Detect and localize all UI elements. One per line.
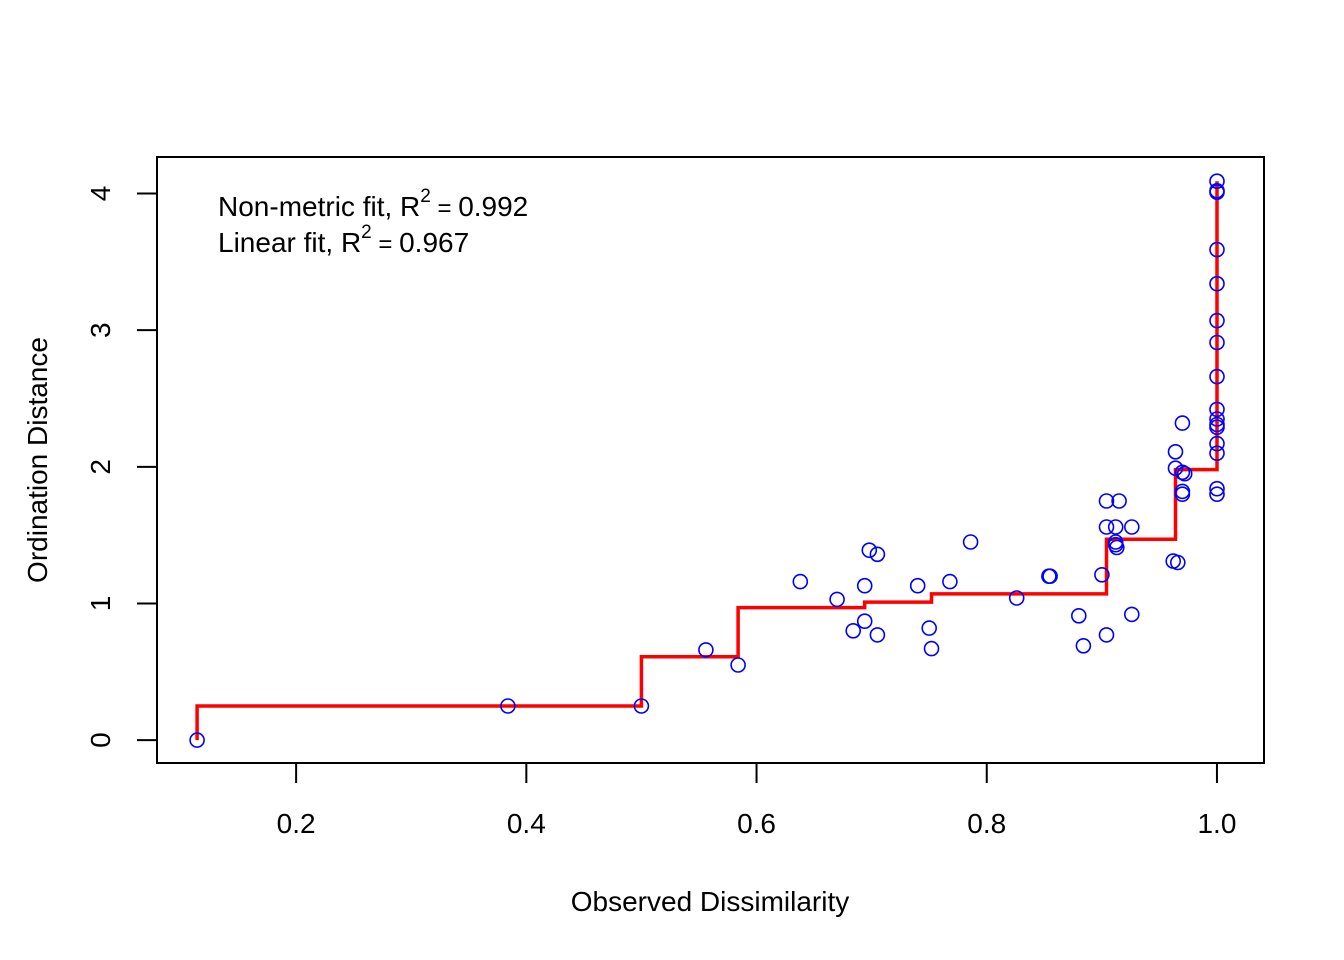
- linear-fit-prefix: Linear fit, R: [218, 227, 361, 258]
- data-point: [698, 642, 714, 658]
- data-point: [1209, 173, 1225, 189]
- data-point: [1209, 241, 1225, 258]
- data-point: [1174, 486, 1191, 503]
- linear-fit-sup: 2: [361, 222, 372, 243]
- data-point: [845, 622, 862, 639]
- data-point: [1209, 334, 1225, 351]
- data-point: [1124, 519, 1140, 535]
- data-point: [856, 577, 873, 594]
- data-point: [1124, 606, 1140, 623]
- data-point: [1042, 568, 1058, 585]
- points-layer: [189, 173, 1225, 748]
- data-point: [829, 591, 845, 608]
- data-point: [1209, 411, 1225, 427]
- nonmetric-fit-prefix: Non-metric fit, R: [218, 191, 420, 222]
- data-point: [1176, 465, 1193, 482]
- x-tick-label: 0.6: [737, 808, 776, 839]
- data-point: [792, 573, 809, 590]
- data-point: [1209, 184, 1225, 200]
- nonmetric-fit-value: 0.992: [458, 191, 528, 222]
- data-point: [1209, 435, 1225, 452]
- data-point: [1098, 519, 1115, 535]
- data-point: [861, 542, 878, 559]
- data-point: [962, 534, 979, 550]
- y-tick-label: 3: [85, 322, 116, 338]
- y-tick-label: 4: [85, 186, 116, 202]
- data-point: [869, 546, 886, 563]
- step-line-layer: [195, 181, 1219, 741]
- data-point: [1209, 445, 1225, 462]
- data-point: [1209, 368, 1225, 385]
- data-point: [500, 698, 516, 714]
- data-point: [189, 732, 205, 748]
- data-point: [921, 620, 938, 636]
- data-point: [1170, 554, 1186, 571]
- data-point: [1041, 568, 1057, 585]
- data-point: [1209, 486, 1225, 503]
- x-tick-label: 0.2: [277, 808, 316, 839]
- nonmetric-fit-annotation: Non-metric fit, R2 = 0.992: [218, 186, 528, 222]
- data-point: [856, 613, 873, 630]
- nonmetric-fit-sup: 2: [420, 186, 431, 207]
- data-point: [1209, 419, 1225, 436]
- data-point: [1167, 443, 1184, 460]
- data-point: [1209, 480, 1225, 497]
- data-point: [633, 698, 650, 714]
- linear-fit-eq: =: [372, 231, 399, 258]
- x-axis: 0.2 0.4 0.6 0.8 1.0: [277, 762, 1236, 839]
- data-point: [923, 640, 940, 657]
- data-point: [1109, 539, 1125, 556]
- linear-fit-annotation: Linear fit, R2 = 0.967: [218, 222, 469, 258]
- data-point: [1098, 627, 1115, 643]
- data-point: [1071, 607, 1087, 624]
- data-point: [1075, 637, 1092, 654]
- nonmetric-fit-eq: =: [431, 195, 458, 222]
- x-tick-label: 0.8: [967, 808, 1006, 839]
- data-point: [1174, 464, 1191, 481]
- x-tick-label: 1.0: [1197, 808, 1236, 839]
- data-point: [730, 657, 746, 673]
- data-point: [909, 577, 926, 594]
- y-tick-label: 1: [85, 596, 116, 612]
- data-point: [1094, 566, 1110, 583]
- data-point: [1111, 493, 1127, 509]
- y-tick-label: 0: [85, 732, 116, 748]
- linear-fit-value: 0.967: [399, 227, 469, 258]
- data-point: [1098, 493, 1115, 509]
- y-tick-label: 2: [85, 459, 116, 475]
- y-axis-title: Ordination Distance: [22, 337, 53, 583]
- data-point: [1209, 401, 1225, 418]
- nonmetric-step-line: [195, 181, 1219, 741]
- data-point: [1008, 590, 1025, 606]
- y-axis: 0 1 2 3 4: [85, 186, 158, 748]
- data-point: [869, 627, 886, 643]
- data-point: [1174, 415, 1191, 431]
- x-axis-title: Observed Dissimilarity: [571, 886, 850, 917]
- data-point: [1209, 275, 1225, 292]
- data-point: [1107, 519, 1124, 535]
- data-point: [942, 573, 958, 590]
- data-point: [1209, 312, 1225, 329]
- x-tick-label: 0.4: [507, 808, 546, 839]
